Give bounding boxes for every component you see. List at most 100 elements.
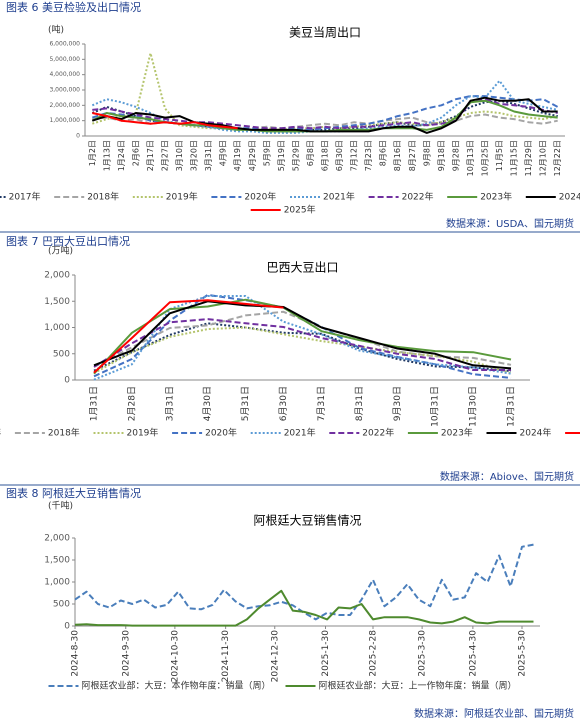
- x-tick-label: 12月10日: [539, 140, 548, 176]
- legend-label: 2023年: [480, 191, 512, 203]
- x-tick-label: 1月2日: [88, 140, 97, 166]
- x-tick-label: 3月31日: [164, 386, 175, 421]
- series-line: [93, 322, 512, 373]
- x-tick-label: 2024-12-30: [270, 630, 280, 683]
- series-line: [93, 300, 512, 370]
- legend-label: 2025年: [284, 204, 316, 216]
- x-tick-label: 10月31日: [430, 386, 441, 427]
- y-tick-label: 500: [53, 349, 70, 359]
- x-tick-label: 6月18日: [321, 140, 330, 171]
- y-tick-label: 0: [64, 622, 70, 632]
- x-tick-label: 6月30日: [278, 386, 289, 421]
- x-tick-label: 2025-5-30: [517, 630, 527, 677]
- legend-label: 阿根廷农业部：大豆：本作物年度：销量（周）: [82, 680, 271, 692]
- y-tick-label: 1,000: [44, 323, 70, 333]
- y-tick-label: 1,500: [44, 297, 70, 307]
- x-tick-label: 2月17日: [146, 140, 155, 171]
- x-tick-label: 5月9日: [262, 140, 271, 166]
- y-tick-label: 2,000: [44, 271, 70, 281]
- x-tick-label: 8月6日: [379, 140, 388, 166]
- x-tick-label: 2024-8-30: [71, 630, 81, 677]
- figure-caption: 图表 6 美豆检验及出口情况: [6, 0, 141, 14]
- x-tick-label: 4月9日: [219, 140, 228, 166]
- series-line: [93, 299, 284, 374]
- legend-label: 阿根廷农业部：大豆：上一作物年度：销量（周）: [319, 680, 517, 692]
- x-tick-label: 8月16日: [393, 140, 402, 171]
- x-tick-label: 3月20日: [190, 140, 199, 171]
- legend-label: 2020年: [244, 191, 276, 203]
- x-tick-label: 11月5日: [495, 140, 504, 171]
- x-tick-label: 4月29日: [248, 140, 257, 171]
- x-tick-label: 4月30日: [202, 386, 213, 421]
- x-tick-label: 7月31日: [316, 386, 327, 421]
- x-tick-label: 12月31日: [506, 386, 517, 427]
- x-tick-label: 1月31日: [88, 386, 99, 421]
- series-line: [91, 95, 559, 131]
- legend-label: 2019年: [166, 191, 198, 203]
- y-tick-label: 3,000,000: [49, 87, 80, 94]
- x-tick-label: 5月29日: [291, 140, 300, 171]
- x-tick-label: 10月13日: [466, 140, 475, 176]
- legend-label: 2021年: [284, 427, 316, 439]
- y-tick-label: 5,000,000: [49, 56, 80, 63]
- y-tick-label: 1,000: [44, 578, 70, 588]
- x-tick-label: 1月24日: [117, 140, 126, 171]
- legend-label: 2021年: [323, 191, 355, 203]
- series-line: [91, 96, 558, 134]
- x-tick-label: 2025-1-30: [321, 630, 331, 677]
- y-tick-label: 2,000: [44, 534, 70, 544]
- y-tick-label: 4,000,000: [49, 71, 80, 78]
- x-tick-label: 11月15日: [510, 140, 519, 176]
- series-line: [93, 298, 512, 375]
- source: 数据来源：USDA、国元期货: [446, 217, 574, 230]
- series-line: [92, 112, 238, 130]
- series-line: [93, 293, 512, 379]
- x-tick-label: 2月27日: [161, 140, 170, 171]
- legend-label: 2020年: [205, 427, 237, 439]
- x-tick-label: 9月30日: [392, 386, 403, 421]
- y-tick-label: 0: [64, 376, 70, 386]
- series-line: [92, 113, 558, 130]
- legend-label: 2022年: [362, 427, 394, 439]
- legend-label: 2018年: [87, 191, 119, 203]
- x-tick-label: 4月19日: [233, 140, 242, 171]
- x-tick-label: 2025-3-30: [418, 630, 428, 677]
- figure-caption: 图表 7 巴西大豆出口情况: [6, 234, 130, 248]
- x-tick-label: 9月28日: [451, 140, 460, 171]
- x-tick-label: 7月12日: [350, 140, 359, 171]
- x-tick-label: 9月18日: [437, 140, 446, 171]
- legend-label: 2017年: [0, 427, 1, 439]
- series-line: [91, 79, 558, 134]
- legend-label: 2024年: [520, 427, 552, 439]
- series-line: [91, 52, 558, 131]
- figure-caption: 图表 8 阿根廷大豆销售情况: [6, 486, 141, 500]
- x-tick-label: 8月27日: [408, 140, 417, 171]
- x-tick-label: 2月6日: [131, 140, 140, 166]
- legend-label: 2024年: [559, 191, 580, 203]
- y-tick-label: 0: [76, 133, 80, 140]
- legend-label: 2019年: [127, 427, 159, 439]
- x-tick-label: 7月23日: [364, 140, 373, 171]
- series-line: [93, 326, 512, 375]
- chart-title: 巴西大豆出口: [266, 261, 338, 275]
- y-tick-label: 1,500: [44, 556, 70, 566]
- legend-label: 2018年: [48, 427, 80, 439]
- x-tick-label: 3月10日: [175, 140, 184, 171]
- source: 数据来源：Abiove、国元期货: [440, 470, 574, 483]
- x-tick-label: 2024-11-30: [221, 630, 231, 683]
- y-axis-label: (千吨): [48, 500, 73, 512]
- x-tick-label: 9月8日: [422, 140, 431, 166]
- x-tick-label: 1月13日: [102, 140, 111, 171]
- x-tick-label: 5月31日: [240, 386, 251, 421]
- y-tick-label: 2,000,000: [49, 102, 80, 109]
- series-line: [93, 318, 511, 371]
- x-tick-label: 11月29日: [524, 140, 533, 176]
- x-tick-label: 5月19日: [277, 140, 286, 171]
- x-tick-label: 2月28日: [126, 386, 137, 421]
- x-tick-label: 3月31日: [204, 140, 213, 171]
- x-tick-label: 2024-9-30: [121, 630, 131, 677]
- x-tick-label: 11月30日: [468, 386, 479, 427]
- x-tick-label: 12月22日: [553, 140, 562, 176]
- x-tick-label: 10月25日: [481, 140, 490, 176]
